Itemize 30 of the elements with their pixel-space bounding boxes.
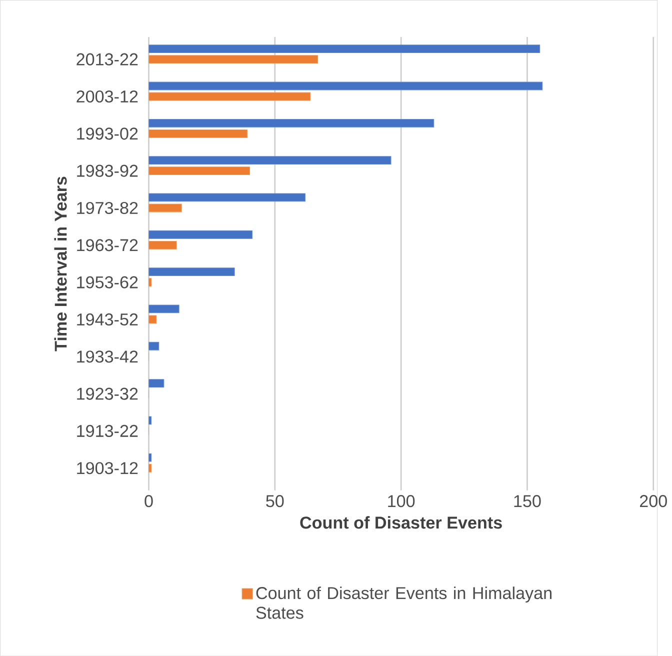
y-tick-label: 2013-22 <box>76 53 138 66</box>
y-tick-label: 1933-42 <box>77 350 138 363</box>
y-tick-label: 1973-82 <box>77 202 138 214</box>
bar <box>148 44 540 53</box>
y-tick-label: 2003-12 <box>76 90 138 102</box>
bar <box>148 55 318 64</box>
bar <box>148 378 164 388</box>
bar <box>148 129 248 138</box>
y-tick-label: 1993-02 <box>77 127 138 140</box>
x-tick-label: 200 <box>640 494 667 508</box>
y-tick-label: 1923-32 <box>77 388 138 400</box>
legend-label: Count of Disaster Events in Himalayan States <box>256 586 552 619</box>
y-tick-label: 1983-92 <box>77 164 138 177</box>
y-tick-label: 1963-72 <box>77 238 138 252</box>
bar <box>148 118 434 128</box>
y-tick-label: 1913-22 <box>77 424 138 437</box>
bar <box>148 230 252 239</box>
bar <box>148 240 177 250</box>
x-tick-label: 150 <box>514 494 541 508</box>
bar <box>148 267 235 276</box>
x-axis-title: Count of Disaster Events <box>300 516 502 529</box>
x-tick-label: 50 <box>266 494 284 508</box>
y-tick-label: 1953-62 <box>77 276 138 288</box>
bar <box>148 156 392 164</box>
x-tick-label: 100 <box>388 494 415 508</box>
y-tick-label: 1943-52 <box>77 313 138 326</box>
y-tick-label: 1903-12 <box>77 462 138 474</box>
x-tick-label: 0 <box>144 494 153 508</box>
y-axis-title: Time Interval in Years <box>54 176 67 352</box>
bar <box>148 166 250 175</box>
